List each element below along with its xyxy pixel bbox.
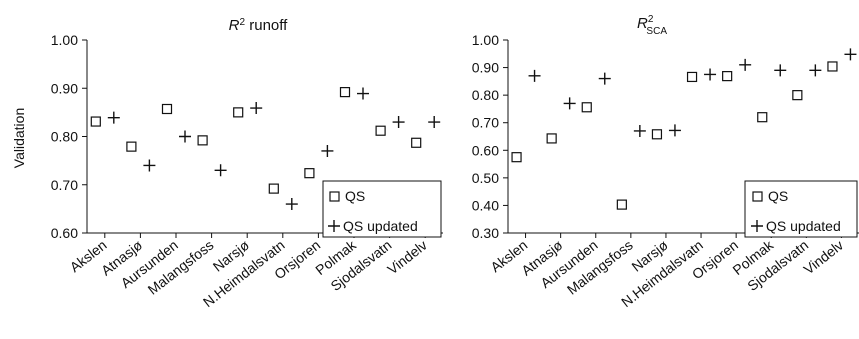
point-qs: [616, 199, 627, 210]
point-qs: [757, 112, 768, 123]
chart-left-axes: 0.600.700.800.901.00AkslenAtnasjøAursund…: [51, 32, 443, 310]
point-qs-updated: [704, 68, 717, 81]
legend-box: [322, 180, 442, 238]
point-qs: [546, 133, 557, 144]
y-tick-label: 0.40: [472, 197, 499, 213]
chart-right-legend: QS QS updated: [744, 180, 858, 238]
y-tick-label: 0.90: [472, 60, 499, 76]
point-qs: [304, 168, 315, 179]
y-tick-label: 0.90: [51, 80, 78, 96]
point-qs-updated: [774, 64, 787, 77]
legend-box: [744, 180, 858, 238]
y-tick-label: 0.80: [51, 129, 78, 145]
legend-qs-updated-label: QS updated: [343, 218, 418, 234]
point-qs-updated: [428, 116, 441, 129]
legend-qs-updated-label: QS updated: [766, 218, 841, 234]
x-tick-label: Vindelv: [800, 237, 846, 278]
y-tick-label: 1.00: [472, 32, 499, 48]
chart-left-marks: [90, 87, 441, 211]
legend-qs-label: QS: [768, 188, 788, 204]
y-tick-label: 0.60: [472, 142, 499, 158]
chart-right-marks: [511, 48, 857, 210]
point-qs: [375, 125, 386, 136]
legend-qs-updated-marker: [328, 220, 340, 232]
point-qs: [827, 61, 838, 72]
chart-left-title: R2 runoff: [229, 17, 288, 35]
point-qs-updated: [633, 124, 646, 137]
point-qs: [197, 135, 208, 146]
chart-left-legend: QS QS updated: [322, 180, 442, 238]
point-qs: [686, 71, 698, 83]
chart-left: R2 runoff Validation 0.60 0.70 0.80 0.90 1.0…: [11, 17, 443, 310]
chart-right-title: R2 SCA: [637, 14, 667, 37]
y-tick-label: 0.30: [472, 225, 499, 241]
point-qs: [581, 102, 592, 113]
point-qs: [722, 71, 733, 82]
legend-qs-label: QS: [345, 188, 365, 204]
y-tick-label: 0.60: [51, 225, 78, 241]
legend-qs-marker: [329, 191, 340, 202]
point-qs-updated: [844, 48, 857, 61]
y-tick-label: 0.50: [472, 170, 499, 186]
legend-qs-marker: [752, 191, 763, 202]
point-qs-updated: [214, 164, 227, 177]
point-qs: [339, 87, 351, 98]
y-tick-label: 0.70: [472, 115, 499, 131]
point-qs-updated: [107, 111, 120, 124]
chart-right-axes: 0.300.400.500.600.700.800.901.00AkslenAt…: [472, 32, 859, 310]
point-qs-updated: [739, 58, 752, 71]
chart-right: R2 SCA 0.300.400.500.600.700.800.901.00Ak…: [472, 14, 859, 310]
point-qs-updated: [809, 64, 822, 77]
point-qs-updated: [392, 116, 405, 129]
point-qs: [792, 90, 803, 101]
point-qs-updated: [179, 130, 191, 143]
y-tick-label: 1.00: [51, 32, 78, 48]
point-qs-updated: [285, 198, 298, 211]
x-tick-label: Vindelv: [384, 237, 430, 278]
point-qs: [90, 116, 101, 127]
point-qs: [233, 107, 244, 118]
point-qs-updated: [563, 97, 576, 110]
point-qs-updated: [528, 69, 541, 82]
point-qs: [511, 152, 522, 163]
point-qs-updated: [357, 87, 369, 100]
chart-left-ylabel: Validation: [11, 108, 27, 168]
point-qs: [268, 183, 279, 194]
point-qs-updated: [143, 159, 156, 172]
legend-qs-updated-marker: [751, 220, 763, 232]
point-qs-updated: [668, 124, 681, 137]
y-tick-label: 0.80: [472, 87, 499, 103]
point-qs-updated: [598, 72, 611, 85]
y-tick-label: 0.70: [51, 177, 78, 193]
point-qs-updated: [321, 144, 334, 157]
point-qs: [651, 129, 663, 140]
point-qs-updated: [250, 102, 263, 115]
point-qs: [126, 141, 137, 152]
point-qs: [411, 137, 422, 148]
point-qs: [161, 103, 173, 115]
